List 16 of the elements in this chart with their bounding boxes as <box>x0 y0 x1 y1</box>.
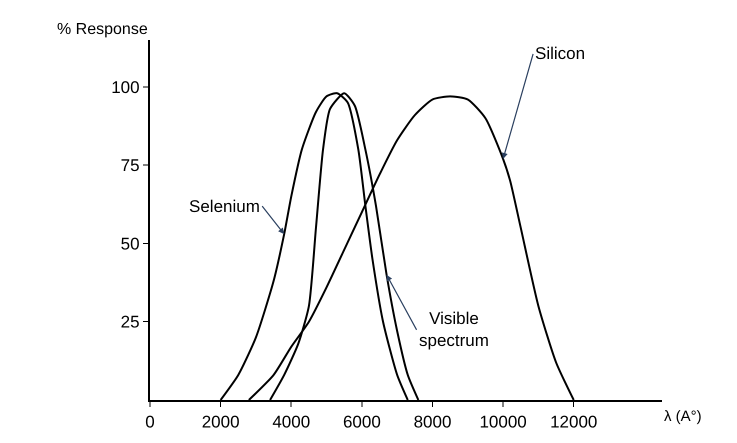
text: Silicon <box>535 44 586 63</box>
x-tick-label: 10000 <box>479 412 527 432</box>
series-label: Selenium <box>189 197 260 216</box>
x-tick-label: 0 <box>145 412 155 432</box>
x-tick-label: 12000 <box>550 412 598 432</box>
x-tick-label: 6000 <box>342 412 381 432</box>
x-axis-title: λ (A°) <box>664 408 702 425</box>
y-tick-label: 25 <box>120 312 140 332</box>
series-label: Visible spectrum <box>419 309 489 350</box>
y-tick-label: 75 <box>120 156 140 176</box>
x-tick-label: 2000 <box>202 412 240 432</box>
y-tick-label: 50 <box>120 234 140 254</box>
y-tick-label: 100 <box>111 78 140 97</box>
x-tick-label: 8000 <box>414 412 452 432</box>
x-tick-label: 4000 <box>272 412 310 432</box>
y-axis-title: % Response <box>57 21 148 38</box>
